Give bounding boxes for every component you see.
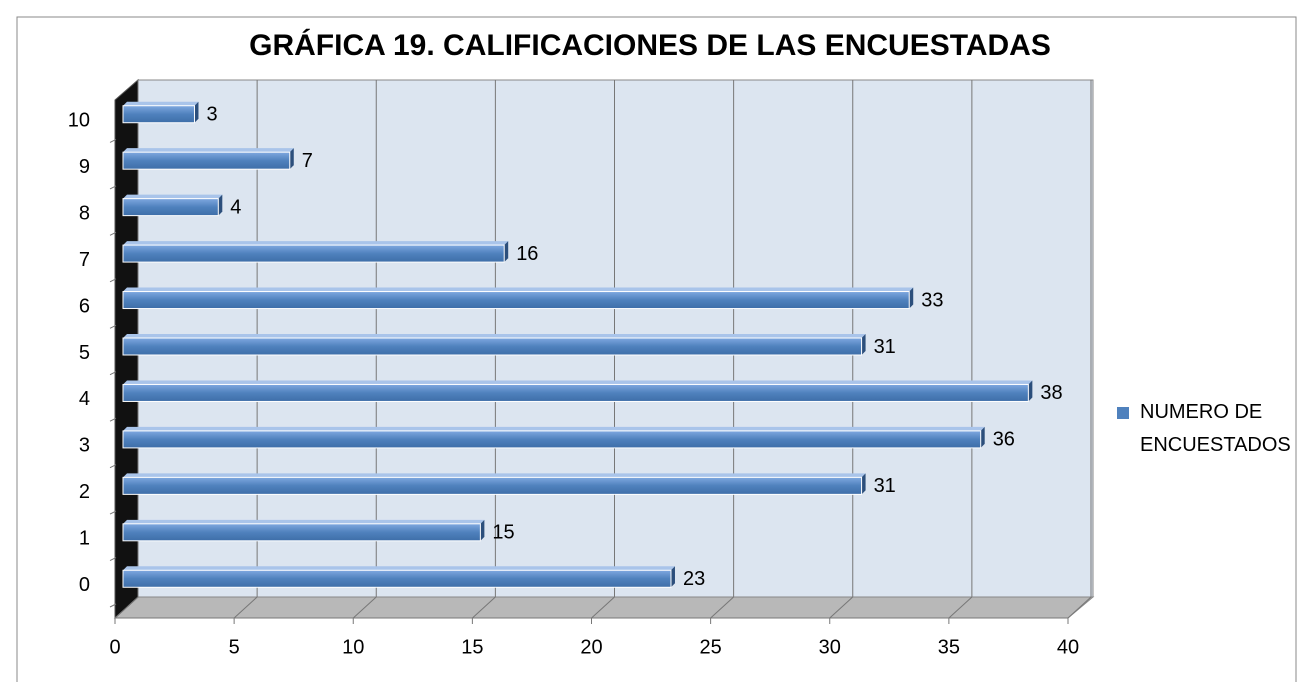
bar: [122, 383, 1029, 402]
x-tick-label: 15: [461, 636, 483, 658]
data-label: 33: [921, 289, 943, 311]
bar-top: [123, 473, 866, 478]
bar-top: [123, 194, 223, 199]
x-tick-label: 10: [342, 636, 364, 658]
y-tick-label: 5: [79, 342, 90, 364]
data-label: 31: [874, 336, 896, 358]
y-tick: [109, 324, 117, 329]
floor-grid-line: [233, 596, 258, 619]
floor-grid-line: [472, 596, 496, 619]
y-tick-label: 2: [79, 481, 90, 503]
y-tick: [109, 185, 117, 190]
bar-end: [980, 426, 985, 448]
bar-top: [123, 566, 675, 571]
bar-top: [123, 426, 985, 431]
y-tick-label: 8: [79, 202, 90, 224]
y-tick-label: 1: [79, 528, 90, 550]
bar: [122, 244, 505, 263]
bar-top: [123, 287, 914, 292]
bar-end: [909, 287, 914, 309]
frame: [16, 16, 1297, 682]
y-tick-label: 7: [79, 249, 90, 271]
bar-top: [123, 380, 1033, 385]
bar: [122, 337, 863, 356]
data-label: 38: [1040, 382, 1062, 404]
x-tick-label: 25: [700, 636, 722, 658]
y-tick: [109, 371, 117, 376]
bar-end: [861, 473, 866, 495]
bar-top: [123, 241, 509, 246]
floor-grid-line: [352, 596, 377, 619]
y-tick: [109, 557, 117, 561]
bar-end: [1028, 380, 1033, 402]
y-tick-label: 0: [79, 574, 90, 596]
y-tick-label: 10: [68, 110, 90, 132]
data-label: 31: [874, 475, 896, 497]
floor-grid-line: [591, 596, 615, 619]
y-tick: [109, 603, 117, 608]
data-label: 7: [302, 150, 313, 172]
bar-end: [480, 519, 485, 541]
bar-end: [218, 194, 223, 216]
bar: [122, 476, 863, 495]
floor-grid-line: [1067, 596, 1092, 619]
bar: [122, 523, 481, 542]
x-tick-label: 0: [109, 636, 120, 658]
floor: [113, 596, 1095, 619]
legend: NUMERO DE ENCUESTADOS: [1117, 396, 1291, 462]
data-label: 23: [683, 568, 705, 590]
data-label: 36: [993, 429, 1015, 451]
bar-top: [123, 101, 199, 106]
x-tick-label: 20: [580, 636, 602, 658]
bar: [122, 151, 291, 170]
bar: [122, 291, 910, 310]
data-label: 3: [206, 104, 217, 126]
x-tick-label: 30: [819, 636, 841, 658]
y-tick: [109, 278, 117, 283]
y-tick-label: 4: [79, 388, 90, 410]
x-tick-label: 40: [1057, 636, 1079, 658]
bar-end: [504, 241, 509, 263]
bar: [122, 105, 195, 124]
x-tick-label: 35: [938, 636, 960, 658]
y-tick-label: 3: [79, 435, 90, 457]
y-tick: [109, 464, 117, 469]
y-tick: [109, 139, 117, 143]
y-tick: [109, 510, 117, 515]
legend-label: NUMERO DE ENCUESTADOS: [1140, 401, 1291, 456]
floor-grid-line: [829, 596, 854, 619]
data-label: 4: [230, 196, 241, 218]
data-label: 16: [516, 243, 538, 265]
y-tick: [109, 417, 117, 422]
chart-title: GRÁFICA 19. CALIFICACIONES DE LAS ENCUES…: [249, 28, 1051, 62]
y-tick-label: 6: [79, 295, 90, 317]
bar: [122, 569, 672, 588]
floor-grid-line: [710, 596, 734, 619]
data-label: 15: [492, 522, 514, 544]
x-tick-label: 5: [229, 636, 240, 658]
bar-end: [289, 148, 294, 170]
bar: [122, 198, 219, 217]
bar: [122, 430, 982, 449]
bar-top: [123, 334, 866, 338]
bar-end: [670, 566, 675, 588]
y-tick: [109, 231, 117, 236]
floor-grid-line: [114, 596, 139, 619]
bar-top: [123, 148, 294, 153]
y-tick-label: 9: [79, 156, 90, 178]
floor-grid-line: [948, 596, 973, 619]
bar-top: [123, 519, 485, 524]
bar-end: [194, 101, 199, 123]
legend-swatch: [1117, 407, 1129, 419]
bar-end: [861, 334, 866, 355]
